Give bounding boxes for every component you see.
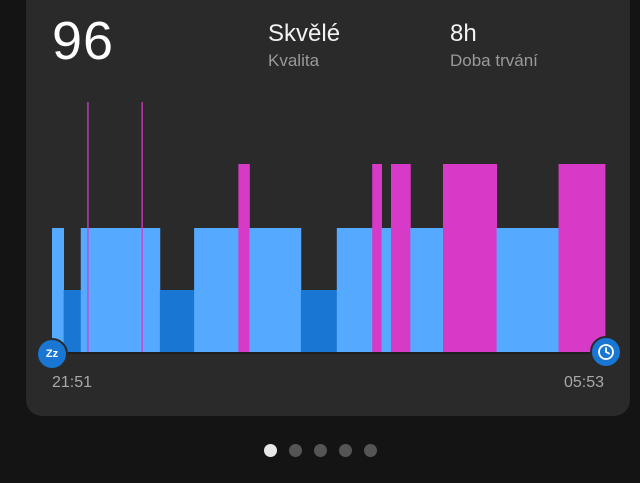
stage-bar-light bbox=[80, 228, 161, 352]
quality-value: Skvělé bbox=[268, 20, 341, 47]
stage-bar-rem bbox=[238, 164, 250, 352]
duration-label: Doba trvání bbox=[450, 51, 538, 70]
stage-bar-rem bbox=[558, 164, 606, 352]
stage-bar-light bbox=[336, 228, 373, 352]
stage-bar-light bbox=[410, 228, 444, 352]
stage-bar-deep bbox=[159, 290, 195, 352]
duration-metric: 8h Doba trvání bbox=[450, 20, 538, 70]
stage-bar-rem bbox=[390, 164, 411, 352]
stage-bar-light bbox=[249, 228, 302, 352]
sleep-zz-icon: Zz bbox=[36, 338, 68, 370]
start-time-label: 21:51 bbox=[52, 374, 93, 391]
stage-bar-light bbox=[496, 228, 559, 352]
page-dot[interactable] bbox=[363, 444, 377, 457]
page-dot[interactable] bbox=[263, 444, 277, 457]
end-time-label: 05:53 bbox=[563, 374, 604, 391]
quality-label: Kvalita bbox=[268, 51, 320, 70]
stage-bar-deep bbox=[300, 290, 338, 352]
stage-bar-rem bbox=[372, 164, 382, 352]
quality-metric: Skvělé Kvalita bbox=[268, 20, 341, 70]
page-dot[interactable] bbox=[288, 444, 302, 457]
duration-value: 8h bbox=[450, 20, 477, 47]
stage-bar-light bbox=[194, 228, 239, 352]
page-dot[interactable] bbox=[313, 444, 327, 457]
stage-bar-light bbox=[52, 228, 65, 352]
alarm-clock-icon bbox=[590, 336, 622, 368]
sleep-score: 96 bbox=[52, 11, 115, 71]
stage-bar-deep bbox=[63, 290, 82, 352]
stage-bar-rem bbox=[442, 164, 498, 352]
stage-bar-light bbox=[381, 228, 392, 352]
page-indicator[interactable] bbox=[0, 444, 640, 457]
page-dot[interactable] bbox=[338, 444, 352, 457]
